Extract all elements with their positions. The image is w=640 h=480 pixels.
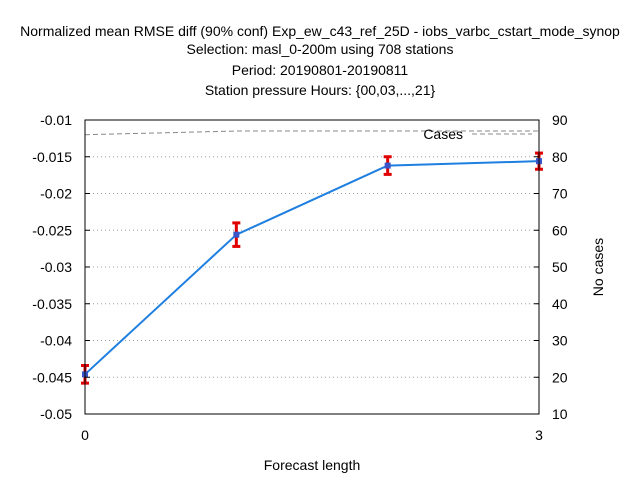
y2-tick-label: 30 xyxy=(552,333,568,349)
y-tick-label: -0.035 xyxy=(32,296,72,312)
y2-tick-label: 50 xyxy=(552,259,568,275)
y2-tick-label: 10 xyxy=(552,406,568,422)
x-axis-label: Forecast length xyxy=(264,457,361,473)
y-tick-label: -0.03 xyxy=(40,259,72,275)
chart-title: Normalized mean RMSE diff (90% conf) Exp… xyxy=(20,23,620,98)
y-tick-label: -0.05 xyxy=(40,406,72,422)
rmse-series xyxy=(81,151,543,385)
title-line-2: Selection: masl_0-200m using 708 station… xyxy=(187,41,454,57)
y2-tick-label: 90 xyxy=(552,112,568,128)
axes: -0.01 -0.015 -0.02 -0.025 -0.03 -0.035 -0.04 -0… xyxy=(32,112,567,443)
y2-tick-label: 20 xyxy=(552,369,568,385)
y2-tick-label: 60 xyxy=(552,222,568,238)
cases-line xyxy=(84,130,539,136)
data-point xyxy=(384,162,391,169)
y2-tick-label: 80 xyxy=(552,149,568,165)
y-tick-label: -0.015 xyxy=(32,149,72,165)
title-line-4: Station pressure Hours: {00,03,...,21} xyxy=(205,82,436,98)
x-tick-label: 0 xyxy=(81,427,89,443)
data-point xyxy=(233,231,240,238)
x-tick-label: 3 xyxy=(535,427,543,443)
y2-tick-label: 40 xyxy=(552,296,568,312)
grid xyxy=(85,156,539,378)
y-tick-label: -0.045 xyxy=(32,369,72,385)
rmse-line xyxy=(84,160,540,376)
y2-tick-label: 70 xyxy=(552,186,568,202)
y-tick-label: -0.02 xyxy=(40,186,72,202)
y-tick-label: -0.025 xyxy=(32,222,72,238)
right-axis-label: No cases xyxy=(590,238,606,296)
legend-cases-label: Cases xyxy=(423,126,463,142)
y-tick-label: -0.01 xyxy=(40,112,72,128)
cases-series xyxy=(84,130,539,136)
title-line-1: Normalized mean RMSE diff (90% conf) Exp… xyxy=(20,23,620,39)
title-line-3: Period: 20190801-20190811 xyxy=(232,62,409,78)
y-tick-label: -0.04 xyxy=(40,333,72,349)
